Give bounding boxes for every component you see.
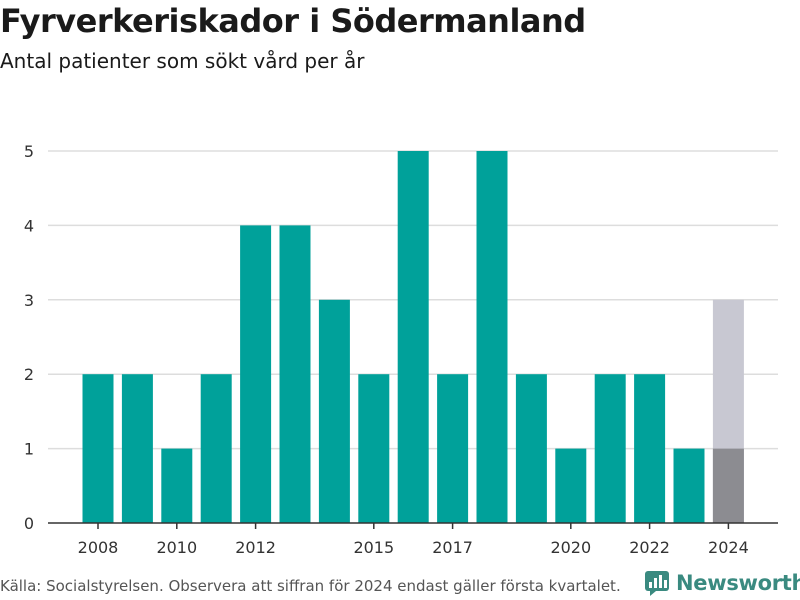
bar-2018 (476, 151, 508, 523)
x-tick-label: 2017 (432, 538, 473, 557)
bar-2016 (397, 151, 429, 523)
bar-2021 (594, 374, 626, 523)
y-tick-label: 0 (24, 514, 34, 533)
bar-2019 (515, 374, 547, 523)
chart-title: Fyrverkeriskador i Södermanland (0, 2, 586, 40)
bar-2022 (634, 374, 666, 523)
x-tick-label: 2012 (235, 538, 276, 557)
brand-logo[interactable]: Newsworthy (644, 570, 800, 596)
y-tick-label: 1 (24, 440, 34, 459)
bar-2014 (318, 299, 350, 523)
brand-name: Newsworthy (676, 571, 800, 595)
bar-2008 (82, 374, 114, 523)
bar-2024-q1 (712, 448, 744, 523)
bar-2013 (279, 225, 311, 523)
bar-2015 (358, 374, 390, 523)
chart-subtitle: Antal patienter som sökt vård per år (0, 49, 365, 73)
y-tick-label: 3 (24, 291, 34, 310)
bar-2017 (437, 374, 469, 523)
bar-2023 (673, 448, 705, 523)
x-tick-label: 2015 (353, 538, 394, 557)
bar-2010 (161, 448, 193, 523)
newsworthy-icon (645, 571, 669, 596)
y-tick-label: 4 (24, 216, 34, 235)
x-tick-label: 2008 (78, 538, 119, 557)
source-note: Källa: Socialstyrelsen. Observera att si… (0, 577, 621, 595)
y-tick-label: 2 (24, 365, 34, 384)
x-tick-label: 2020 (550, 538, 591, 557)
x-tick-label: 2024 (708, 538, 749, 557)
y-tick-label: 5 (24, 142, 34, 161)
bar-2009 (121, 374, 153, 523)
bar-2011 (200, 374, 232, 523)
x-tick-label: 2022 (629, 538, 670, 557)
bar-2012 (240, 225, 272, 523)
x-tick-label: 2010 (156, 538, 197, 557)
bar-2020 (555, 448, 587, 523)
